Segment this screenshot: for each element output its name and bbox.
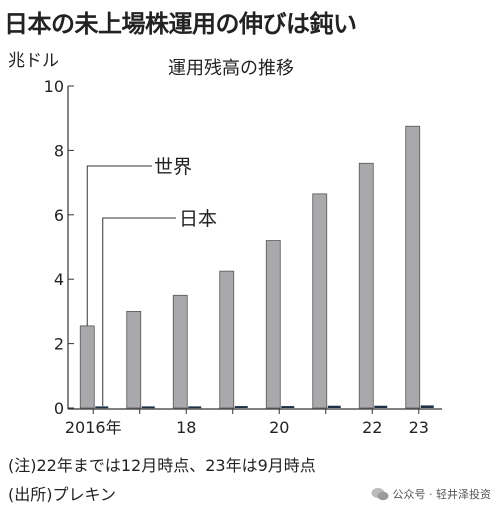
- bar-world-2018: [172, 294, 188, 409]
- bar-japan-2016: [95, 406, 109, 409]
- x-tick-label: 2016年: [65, 418, 122, 437]
- bar-japan-2021: [327, 405, 341, 408]
- legend-label-world: 世界: [154, 156, 192, 178]
- chart-title: 日本の未上場株運用の伸びは鈍い: [4, 10, 357, 38]
- bar-japan-2017: [141, 406, 155, 409]
- bar-japan-2023: [420, 405, 434, 408]
- bar-japan-2019: [234, 406, 248, 408]
- chart-subtitle: 運用残高の推移: [168, 58, 294, 79]
- bar-japan-2022: [374, 405, 388, 408]
- legend-leader-world: [86, 165, 152, 326]
- note-source: (出所)プレキン: [8, 485, 117, 504]
- watermark-text: 公众号 · 轻井泽投资: [392, 488, 492, 501]
- x-tick-label: 23: [409, 418, 429, 437]
- bar-world-2017: [126, 310, 142, 409]
- x-tick-label: 20: [269, 418, 289, 437]
- bar-world-2016: [79, 325, 95, 409]
- watermark: 公众号 · 轻井泽投资: [371, 486, 492, 502]
- bar-world-2022: [358, 162, 374, 409]
- bar-japan-2018: [188, 406, 202, 409]
- y-tick-label: 4: [54, 270, 64, 289]
- wechat-icon: [371, 488, 388, 501]
- bar-world-2021: [312, 193, 328, 409]
- note-period: (注)22年までは12月時点、23年は9月時点: [8, 456, 316, 475]
- y-tick-label: 6: [54, 206, 64, 225]
- y-tick-label: 10: [44, 77, 64, 96]
- legend-leader-japan: [102, 217, 176, 406]
- bar-world-2020: [265, 240, 281, 409]
- y-tick-label: 8: [54, 141, 64, 160]
- y-tick-label: 0: [54, 399, 64, 418]
- bar-japan-2020: [281, 406, 295, 408]
- y-axis-unit-label: 兆ドル: [8, 51, 59, 71]
- x-tick-label: 22: [362, 418, 382, 437]
- bar-world-2023: [405, 125, 421, 409]
- bar-world-2019: [219, 270, 235, 409]
- x-tick-label: 18: [176, 418, 196, 437]
- legend-label-japan: 日本: [179, 208, 217, 230]
- y-tick-label: 2: [54, 335, 64, 354]
